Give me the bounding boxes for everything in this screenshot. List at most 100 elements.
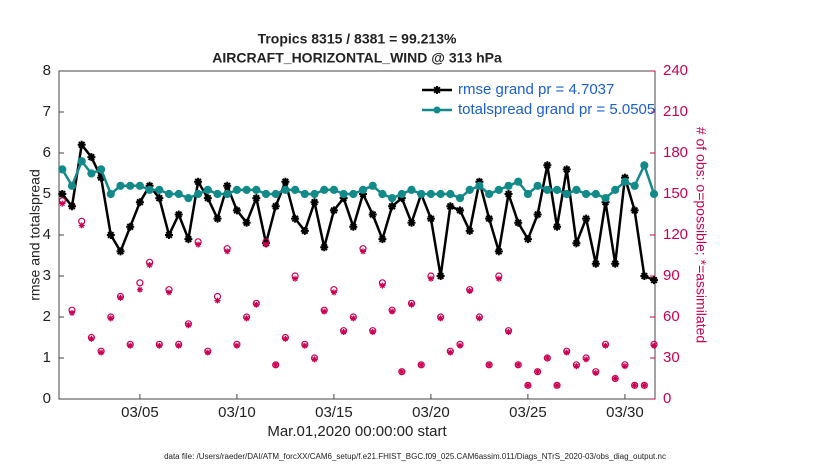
point-star: [447, 349, 454, 356]
point-star: [427, 275, 434, 282]
point: [388, 194, 397, 203]
point: [562, 189, 571, 199]
point-star: [282, 335, 289, 342]
point-star: [301, 342, 308, 349]
point-star: [534, 368, 541, 375]
point: [494, 185, 503, 194]
y2-tick-label: 60: [663, 308, 680, 325]
point-star: [330, 289, 337, 296]
point-star: [504, 190, 513, 198]
point-star: [243, 315, 250, 322]
point-star: [126, 222, 135, 231]
point-star: [466, 288, 473, 295]
point-star: [360, 248, 367, 255]
point-star: [87, 153, 96, 162]
point: [145, 185, 154, 194]
x-axis-label: Mar.01,2020 00:00:00 start: [267, 423, 447, 440]
point: [339, 189, 348, 199]
point-star: [379, 282, 386, 289]
point: [223, 189, 232, 199]
point-star: [631, 382, 638, 389]
point: [136, 279, 144, 287]
y-tick-label: 2: [43, 308, 51, 325]
point-star: [408, 301, 415, 308]
point-star: [156, 342, 163, 349]
y2-tick-label: 180: [663, 144, 688, 161]
point-star: [611, 259, 620, 268]
point-star: [166, 289, 173, 296]
point: [320, 185, 329, 194]
point: [611, 185, 620, 194]
x-tick-label: 03/25: [509, 404, 547, 421]
point: [620, 177, 630, 186]
y2-tick-label: 90: [663, 267, 680, 284]
legend-marker: [433, 86, 441, 94]
point: [310, 189, 319, 199]
point: [397, 189, 406, 199]
point-star: [553, 222, 562, 231]
point-star: [543, 161, 552, 170]
point-star: [582, 214, 591, 223]
point-star: [563, 349, 570, 356]
point-star: [253, 301, 260, 308]
point: [300, 189, 309, 199]
point: [349, 189, 358, 199]
y-tick-label: 4: [43, 226, 51, 243]
point-star: [515, 361, 522, 368]
y-axis-label: rmse and totalspread: [27, 169, 43, 301]
point: [601, 194, 610, 203]
point-star: [533, 210, 542, 219]
point-star: [300, 226, 309, 235]
x-tick-label: 03/15: [315, 404, 353, 421]
point-star: [407, 218, 416, 227]
point: [126, 181, 135, 190]
point-star: [127, 342, 134, 349]
point-star: [523, 235, 532, 244]
point-star: [350, 315, 357, 322]
point: [436, 189, 445, 199]
point: [77, 157, 86, 166]
point: [514, 177, 523, 186]
legend-label: rmse grand pr = 4.7037: [458, 81, 614, 98]
point-star: [349, 222, 358, 231]
point-star: [116, 247, 125, 256]
point-star: [583, 356, 590, 363]
y-tick-label: 7: [43, 103, 51, 120]
point: [281, 185, 290, 194]
point: [465, 185, 474, 194]
point: [194, 189, 203, 199]
point: [640, 161, 649, 170]
point: [164, 189, 174, 199]
point: [116, 181, 125, 190]
point-star: [263, 241, 270, 248]
point-star: [117, 294, 124, 301]
point: [552, 185, 562, 194]
point: [649, 189, 659, 199]
point: [106, 189, 115, 199]
point-star: [58, 190, 67, 198]
point: [232, 185, 242, 194]
point: [329, 185, 339, 194]
point-star: [572, 239, 581, 248]
point-star: [106, 231, 115, 239]
point-star: [426, 214, 435, 223]
point-star: [592, 370, 599, 377]
point-star: [612, 375, 619, 382]
point: [630, 181, 639, 190]
point-star: [195, 241, 202, 248]
point: [87, 169, 96, 178]
point-star: [436, 272, 445, 280]
point-star: [135, 198, 144, 207]
point-star: [67, 202, 76, 211]
y-tick-label: 8: [43, 62, 51, 79]
y2-tick-label: 150: [663, 185, 688, 202]
point: [155, 185, 164, 194]
point-star: [281, 177, 290, 186]
point-star: [292, 275, 299, 282]
point-star: [554, 382, 561, 389]
point-star: [272, 361, 279, 368]
point-star: [397, 194, 406, 203]
point: [203, 185, 212, 194]
point-star: [194, 177, 203, 186]
